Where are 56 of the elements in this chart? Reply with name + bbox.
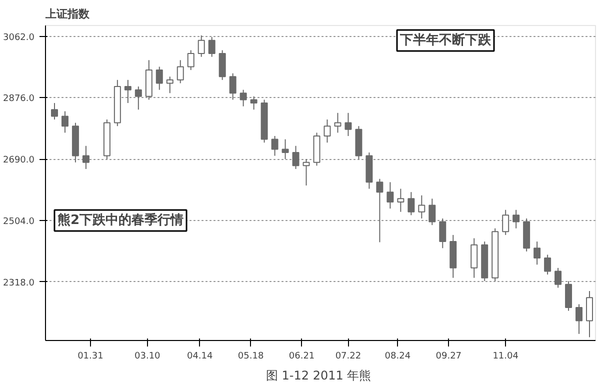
x-tick-label: 08.24	[384, 352, 411, 362]
candlestick	[187, 50, 194, 71]
candlestick	[82, 145, 90, 170]
candlestick	[176, 60, 184, 84]
candlestick	[470, 238, 478, 278]
candlestick	[292, 145, 300, 170]
candlestick	[218, 50, 226, 80]
candlestick	[418, 194, 426, 219]
candlestick	[554, 267, 562, 288]
candlestick	[240, 89, 247, 107]
annotation: 下半年不断下跌	[399, 33, 492, 48]
candlestick	[282, 138, 289, 160]
y-tick-label: 2504.0	[3, 216, 35, 227]
candlestick	[397, 188, 404, 212]
x-tick-label: 09.27	[436, 352, 462, 362]
candlestick	[502, 209, 510, 236]
y-tick-label: 2690.0	[3, 156, 35, 166]
x-tick-label: 01.31	[78, 352, 104, 362]
y-tick-label: 2876.0	[3, 94, 35, 104]
candlestick	[61, 110, 68, 134]
candlestick	[50, 102, 58, 120]
candlestick	[512, 209, 520, 229]
candlestick	[586, 290, 594, 338]
candlestick	[250, 96, 258, 110]
candlestick	[386, 182, 394, 210]
candlestick	[428, 198, 436, 226]
candlestick	[408, 192, 415, 216]
x-tick-label: 06.21	[288, 352, 315, 362]
candlestick	[376, 178, 384, 243]
candlestick	[198, 34, 205, 58]
candlestick	[208, 36, 216, 58]
candlestick	[271, 135, 278, 156]
candlestick	[439, 218, 446, 249]
x-tick-label: 11.04	[492, 352, 519, 362]
chart-title: 上证指数	[44, 8, 90, 20]
y-tick-label: 2318.0	[3, 278, 35, 288]
y-tick-label: 3062.0	[3, 32, 35, 43]
candlestick	[334, 112, 342, 134]
candlestick	[156, 66, 163, 90]
candlestick	[324, 119, 331, 144]
candlestick	[344, 112, 352, 136]
candlestick	[565, 280, 572, 312]
x-tick-label: 05.18	[238, 352, 264, 362]
candlestick	[166, 76, 174, 94]
candlestick	[544, 254, 552, 276]
candlestick	[134, 86, 142, 110]
candlestick	[124, 79, 132, 104]
caption: 图 1-12 2011 年熊	[266, 368, 372, 382]
x-tick-label: 04.14	[186, 352, 214, 362]
annotation: 熊2下跌中的春季行情	[57, 212, 184, 228]
candlestick	[576, 304, 583, 334]
candlestick	[229, 72, 236, 100]
x-tick-label: 03.10	[134, 352, 161, 362]
candlestick	[302, 158, 310, 186]
candlestick	[534, 241, 541, 266]
x-tick-label: 07.22	[335, 352, 362, 362]
